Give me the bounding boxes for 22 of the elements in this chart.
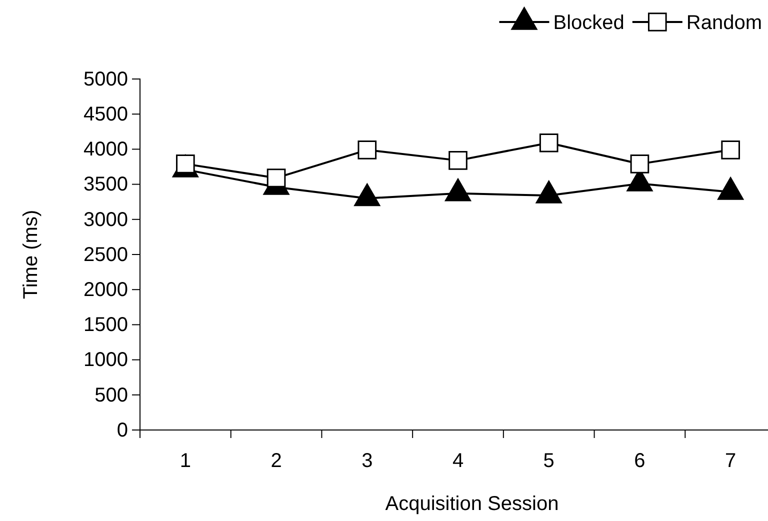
y-tick-label: 4000 bbox=[84, 138, 128, 161]
y-axis-title: Time (ms) bbox=[20, 210, 42, 300]
y-tick-label: 1000 bbox=[84, 349, 128, 372]
legend-label: Blocked bbox=[553, 12, 624, 34]
x-tick-label: 4 bbox=[452, 450, 464, 472]
y-tick-label: 5000 bbox=[84, 68, 128, 90]
y-tick-label: 0 bbox=[116, 419, 128, 442]
y-tick-label: 2500 bbox=[84, 244, 128, 266]
y-tick-label: 500 bbox=[94, 384, 128, 406]
y-tick-label: 4500 bbox=[84, 104, 128, 126]
x-tick-label: 1 bbox=[180, 450, 191, 472]
x-tick-label: 5 bbox=[543, 450, 554, 472]
legend-label: Random bbox=[686, 12, 762, 34]
y-tick-label: 3000 bbox=[84, 208, 128, 231]
x-axis-title: Acquisition Session bbox=[385, 493, 559, 515]
x-tick-label: 2 bbox=[270, 450, 282, 472]
y-tick-label: 3500 bbox=[84, 174, 128, 196]
x-tick-label: 3 bbox=[362, 450, 373, 472]
y-tick-label: 2000 bbox=[84, 279, 128, 301]
x-tick-label: 6 bbox=[634, 450, 646, 472]
x-tick-label: 7 bbox=[725, 450, 736, 472]
y-tick-label: 1500 bbox=[84, 314, 128, 336]
